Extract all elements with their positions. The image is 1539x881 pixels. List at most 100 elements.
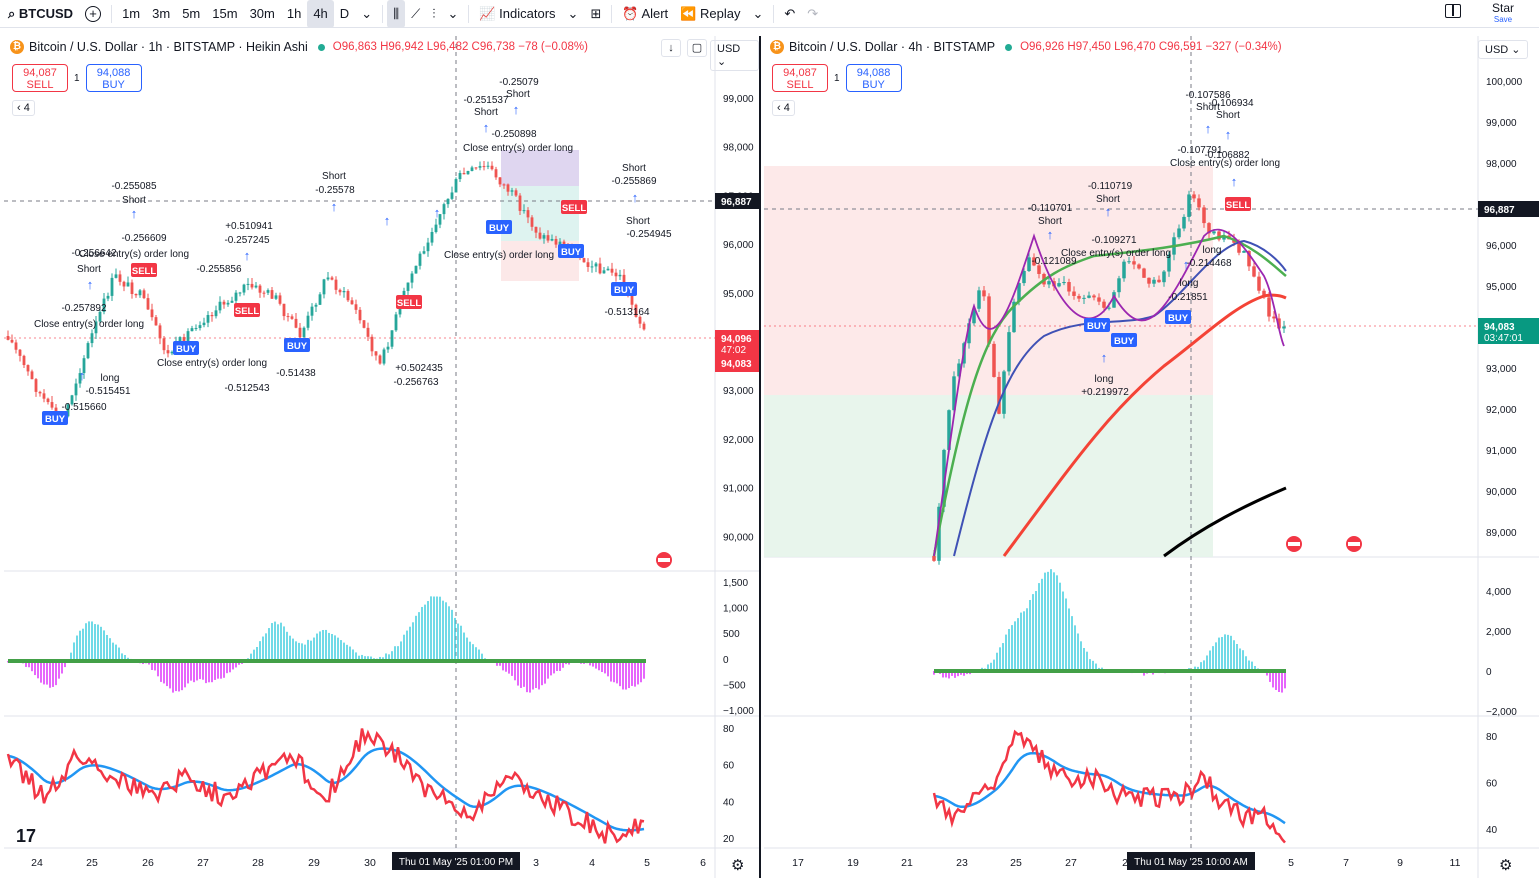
- gear-icon[interactable]: ⚙: [1499, 857, 1513, 874]
- time-tick-label: 5: [644, 857, 650, 869]
- indicators-collapse[interactable]: ‹ 4: [12, 100, 35, 116]
- interval-4h[interactable]: 4h: [307, 0, 334, 28]
- right-currency-select[interactable]: USD ⌄: [1478, 40, 1528, 59]
- compare-button[interactable]: +: [79, 0, 107, 28]
- interval-d[interactable]: D: [339, 5, 350, 21]
- gear-icon[interactable]: ⚙: [731, 857, 745, 874]
- candle-body: [466, 170, 470, 175]
- candle-body: [254, 285, 258, 288]
- crosshair-price-box: [715, 193, 759, 209]
- strategy-annotation: Short: [474, 107, 498, 118]
- indicators-dropdown[interactable]: ⌄: [562, 0, 585, 28]
- symbol-search[interactable]: ⌕ BTCUSD: [0, 0, 79, 28]
- us-event-flag-stripe: [1348, 542, 1360, 546]
- candle-body: [1182, 216, 1186, 229]
- buy-button[interactable]: 94,088 BUY: [85, 64, 142, 92]
- candle-body: [442, 204, 446, 215]
- candle-body: [218, 301, 222, 311]
- candle-body: [1277, 318, 1281, 329]
- candle-body: [370, 336, 374, 352]
- strategy-annotation: Short: [1038, 216, 1062, 227]
- time-tick-label: 23: [956, 857, 968, 869]
- candle-body: [1112, 292, 1116, 308]
- candle-body: [1237, 242, 1241, 253]
- strategy-annotation: -0.107791: [1177, 145, 1222, 156]
- left-pane-controls: ↓ ▢: [661, 39, 707, 57]
- strategy-annotation: Close entry(s) order long: [157, 358, 267, 369]
- interval-15m[interactable]: 15m: [212, 5, 238, 21]
- chart-type-dropdown[interactable]: ⌄: [441, 0, 464, 28]
- arrow-up-icon: ↑: [244, 248, 251, 263]
- layout-split-button[interactable]: [1439, 0, 1467, 28]
- interval-3m[interactable]: 3m: [152, 5, 171, 21]
- price-tick-label: 89,000: [1486, 528, 1517, 539]
- candle-body: [154, 317, 158, 326]
- indicators-button[interactable]: 📈 Indicators: [473, 0, 561, 28]
- candle-body: [1117, 278, 1121, 293]
- price-tick-label: 95,000: [1486, 282, 1517, 293]
- candle-body: [1267, 297, 1271, 317]
- save-layout-button[interactable]: Star Save: [1467, 2, 1539, 25]
- time-tick-label: 26: [142, 857, 154, 869]
- candle-body: [1252, 266, 1256, 277]
- arrow-down-icon[interactable]: ↓: [661, 39, 681, 57]
- candles-icon: ⫼: [393, 5, 400, 21]
- interval-30m[interactable]: 30m: [249, 5, 275, 21]
- rsi-signal-line: [7, 747, 645, 832]
- osc-tick-label: 4,000: [1486, 587, 1511, 598]
- signal-label-text: SELL: [132, 266, 156, 277]
- last-price-label: 94,083: [1484, 322, 1515, 333]
- candle-body: [282, 303, 286, 317]
- chart-pane-right[interactable]: 100,00099,00098,00097,00096,00095,00094,…: [764, 36, 1539, 878]
- chart-pane-left[interactable]: 99,00098,00097,00096,00095,00094,00093,0…: [4, 36, 761, 878]
- candles-button[interactable]: ⫼: [387, 0, 406, 28]
- indicators-collapse[interactable]: ‹ 4: [772, 100, 795, 116]
- candle-body: [546, 235, 550, 241]
- candle-body: [338, 289, 342, 293]
- candle-body: [178, 337, 182, 342]
- strategy-annotation: -0.254945: [626, 229, 671, 240]
- top-toolbar: ⌕ BTCUSD + 1m 3m 5m 15m 30m 1h 4h D ⌄ ⫼ …: [0, 0, 1539, 28]
- time-tick-label: 19: [847, 857, 859, 869]
- arrow-up-icon: ↑: [1225, 127, 1232, 142]
- us-event-flag-stripe: [658, 558, 670, 562]
- interval-1m[interactable]: 1m: [122, 5, 141, 21]
- candle-body: [202, 322, 206, 326]
- chevron-down-icon: ⌄: [567, 5, 579, 21]
- candle-body: [562, 241, 566, 245]
- candle-body: [410, 273, 414, 283]
- bars-button[interactable]: ⫶: [426, 0, 441, 28]
- undo-button[interactable]: ↶: [778, 0, 801, 28]
- price-tick-label: 96,000: [723, 240, 754, 251]
- candle-body: [510, 190, 514, 192]
- line-chart-button[interactable]: ⟋: [405, 0, 426, 28]
- arrow-up-icon: ↑: [384, 213, 391, 228]
- left-currency-select[interactable]: USD ⌄: [710, 40, 759, 71]
- strategy-annotation: Short: [506, 89, 530, 100]
- chevron-down-icon: ⌄: [447, 5, 459, 21]
- candle-body: [418, 253, 422, 266]
- sell-button[interactable]: 94,087 SELL: [12, 64, 68, 92]
- sell-button[interactable]: 94,087 SELL: [772, 64, 828, 92]
- layouts-button[interactable]: ⊞: [584, 0, 607, 28]
- candle-body: [494, 169, 498, 178]
- interval-dropdown[interactable]: ⌄: [355, 0, 378, 28]
- alert-button[interactable]: ⏰ Alert: [616, 0, 674, 28]
- maximize-icon[interactable]: ▢: [687, 39, 707, 57]
- signal-label-box: [42, 411, 68, 425]
- right-chart-canvas[interactable]: 100,00099,00098,00097,00096,00095,00094,…: [764, 36, 1539, 878]
- replay-dropdown[interactable]: ⌄: [746, 0, 769, 28]
- redo-button[interactable]: ↷: [801, 0, 824, 28]
- interval-5m[interactable]: 5m: [182, 5, 201, 21]
- candle-body: [502, 184, 506, 186]
- left-chart-canvas[interactable]: 99,00098,00097,00096,00095,00094,00093,0…: [4, 36, 761, 878]
- replay-button[interactable]: ⏪ Replay: [674, 0, 746, 28]
- signal-label-box: [396, 295, 422, 309]
- buy-button[interactable]: 94,088 BUY: [845, 64, 902, 92]
- signal-label-text: BUY: [561, 247, 582, 258]
- strategy-annotation: -0.110701: [1028, 203, 1073, 214]
- arrow-up-icon: ↑: [632, 190, 639, 205]
- buy-label: BUY: [862, 79, 885, 91]
- candle-body: [582, 258, 586, 263]
- interval-1h[interactable]: 1h: [286, 5, 302, 21]
